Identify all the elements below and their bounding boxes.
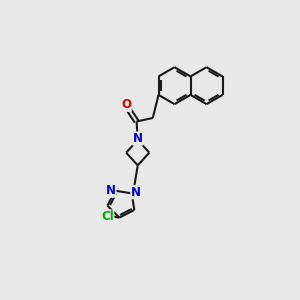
Text: N: N xyxy=(133,132,143,145)
Text: O: O xyxy=(121,98,131,111)
Text: N: N xyxy=(131,186,141,199)
Text: Cl: Cl xyxy=(101,210,114,223)
Text: N: N xyxy=(106,184,116,197)
